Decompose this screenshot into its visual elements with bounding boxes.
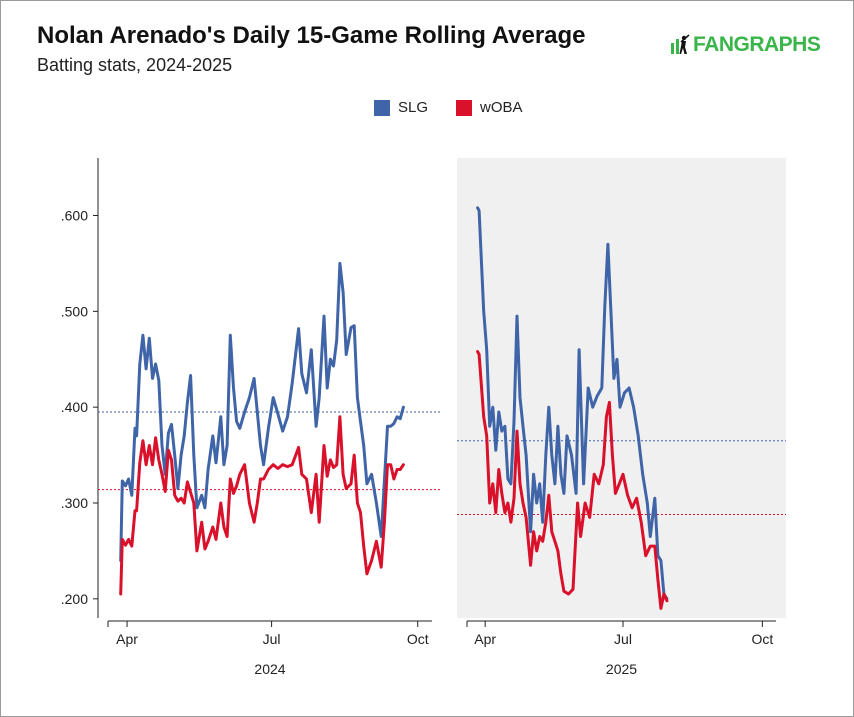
legend-item-woba: wOBA bbox=[456, 99, 523, 116]
y-tick-label: .500 bbox=[61, 303, 88, 319]
chart-subtitle: Batting stats, 2024-2025 bbox=[37, 55, 233, 75]
legend-item-slg: SLG bbox=[374, 99, 428, 116]
year-label-2024: 2024 bbox=[254, 661, 285, 677]
legend-label-woba: wOBA bbox=[480, 99, 523, 116]
x-tick-label: Jul bbox=[614, 631, 632, 647]
legend-swatch-slg bbox=[374, 99, 390, 116]
panel-background-2025 bbox=[457, 158, 786, 618]
x-tick-label: Jul bbox=[263, 631, 281, 647]
fangraphs-batter-icon bbox=[671, 34, 690, 54]
x-tick-label: Apr bbox=[116, 631, 138, 647]
chart-title: Nolan Arenado's Daily 15-Game Rolling Av… bbox=[37, 22, 586, 49]
y-tick-label: .200 bbox=[61, 591, 88, 607]
y-tick-label: .400 bbox=[61, 399, 88, 415]
logo-text: FANGRAPHS bbox=[693, 33, 821, 56]
series-line-slg-2025 bbox=[476, 206, 669, 601]
year-label-2025: 2025 bbox=[606, 661, 637, 677]
series-line-slg-2024 bbox=[119, 261, 405, 562]
legend-label-slg: SLG bbox=[398, 99, 429, 116]
x-tick-label: Oct bbox=[407, 631, 429, 647]
y-tick-label: .300 bbox=[61, 495, 88, 511]
y-tick-label: .600 bbox=[61, 208, 88, 224]
series-line-woba-2025 bbox=[476, 350, 669, 610]
chart-legend: SLG wOBA bbox=[374, 99, 551, 116]
legend-swatch-woba bbox=[456, 99, 473, 116]
x-tick-label: Oct bbox=[751, 631, 773, 647]
x-tick-label: Apr bbox=[474, 631, 496, 647]
series-line-woba-2024 bbox=[119, 415, 405, 596]
fangraphs-logo: FANGRAPHS bbox=[669, 33, 821, 57]
